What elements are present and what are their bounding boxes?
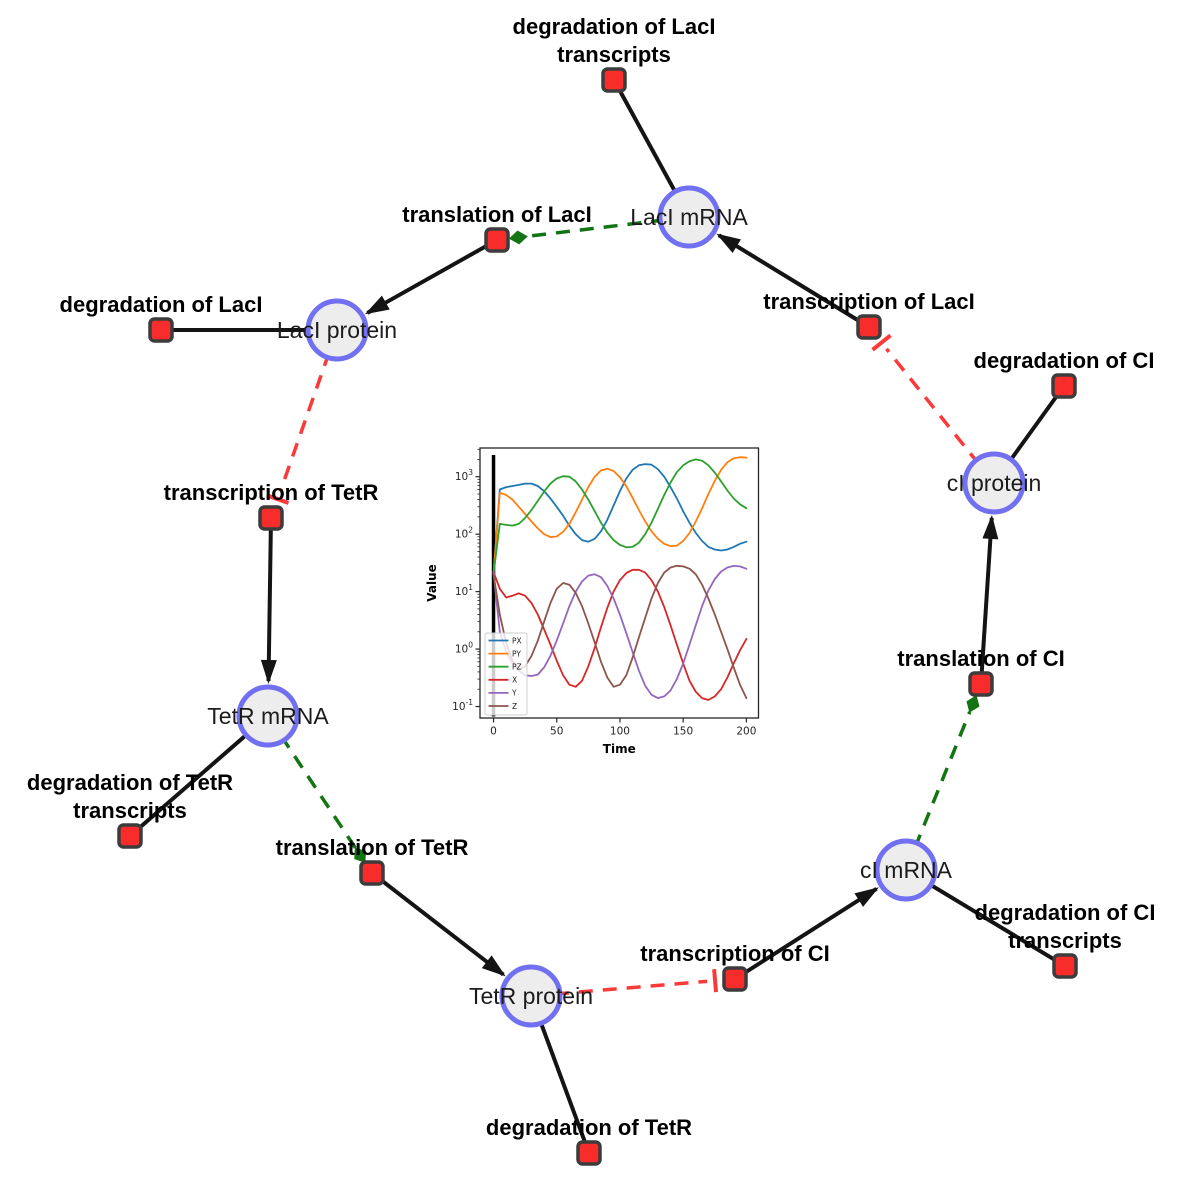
- labels-layer: degradation of LacI transcripts translatio…: [27, 14, 1156, 1140]
- edge-production-transl_ci-to-ci_protein: [979, 517, 994, 685]
- reaction-label-deg_laci_tx: degradation of LacI: [513, 14, 716, 39]
- species-label-laci_mrna: LacI mRNA: [630, 204, 748, 230]
- inhibitor-bar-ci_protein-to-transc_laci: [871, 333, 892, 352]
- nodes-layer: [117, 67, 1078, 1166]
- species-node-tetr_mrna: [236, 684, 300, 748]
- reaction-label-transc_laci: transcription of LacI: [763, 289, 974, 314]
- y-axis-tick-label: 101: [455, 583, 473, 598]
- arrowhead-transc_laci-to-laci_mrna: [716, 233, 741, 254]
- reaction-label-transl_tetr: translation of TetR: [276, 835, 469, 860]
- reaction-node-transl_tetr: [359, 860, 385, 886]
- modifier-arrowhead-ci_mrna-to-transl_ci: [966, 695, 980, 713]
- series-line-px: [492, 463, 748, 576]
- edge-production-transl_tetr-to-tetr_protein: [370, 871, 505, 977]
- reaction-node-transl_laci: [484, 227, 510, 253]
- x-axis-tick-label: 200: [736, 726, 756, 738]
- reaction-label-transc_tetr: transcription of TetR: [164, 480, 379, 505]
- reaction-node-transl_ci: [968, 671, 994, 697]
- edge-production-transl_laci-to-laci_protein: [366, 238, 498, 315]
- y-axis-tick-label: 10-1: [452, 698, 473, 713]
- x-axis-tick-label: 150: [673, 726, 693, 738]
- species-node-tetr_protein: [499, 964, 563, 1028]
- species-label-ci_protein: cI protein: [947, 470, 1042, 496]
- modifier-arrowhead-laci_mrna-to-transl_laci: [508, 230, 528, 245]
- arrowhead-transl_tetr-to-tetr_protein: [481, 955, 506, 977]
- x-axis-tick-label: 100: [610, 726, 630, 738]
- legend-label-py: PY: [512, 649, 521, 658]
- modifier-arrowhead-tetr_mrna-to-transl_tetr: [354, 847, 366, 863]
- edge-production-transc_ci-to-ci_mrna: [733, 887, 878, 981]
- reaction-label-transl_ci: translation of CI: [897, 646, 1064, 671]
- arrowhead-transc_ci-to-ci_mrna: [854, 887, 880, 907]
- reaction-node-deg_tetr_tx: [117, 823, 143, 849]
- species-label-tetr_mrna: TetR mRNA: [207, 703, 329, 729]
- x-axis-tick-label: 50: [550, 726, 563, 738]
- y-axis-tick-label: 102: [455, 526, 473, 541]
- edge-production-transc_tetr-to-tetr_mrna: [266, 517, 273, 682]
- reaction-label-deg_ci_tx: transcripts: [1008, 928, 1122, 953]
- reaction-node-deg_ci: [1051, 373, 1077, 399]
- inhibitor-bar-laci_protein-to-transc_tetr: [266, 493, 290, 505]
- reaction-label-deg_tetr_tx: degradation of TetR: [27, 770, 233, 795]
- reaction-node-deg_tetr: [576, 1140, 602, 1166]
- reaction-node-transc_ci: [722, 966, 748, 992]
- reaction-node-transc_laci: [856, 314, 882, 340]
- arrowhead-transl_laci-to-laci_protein: [364, 295, 390, 315]
- species-node-ci_mrna: [874, 838, 938, 902]
- legend-label-px: PX: [512, 636, 522, 645]
- series-line-y: [492, 565, 748, 699]
- x-axis-title: Time: [603, 742, 636, 756]
- inhibitor-bar-tetr_protein-to-transc_ci: [712, 969, 719, 993]
- y-axis-tick-label: 100: [455, 641, 473, 656]
- reaction-label-deg_tetr_tx: transcripts: [73, 798, 187, 823]
- reaction-label-deg_ci: degradation of CI: [974, 348, 1155, 373]
- species-node-laci_mrna: [657, 185, 721, 249]
- series-line-py: [492, 456, 748, 576]
- y-axis-title: Value: [425, 564, 439, 602]
- reaction-label-deg_laci: degradation of LacI: [60, 292, 263, 317]
- species-label-ci_mrna: cI mRNA: [860, 857, 953, 883]
- legend-label-pz: PZ: [512, 663, 522, 672]
- species-node-ci_protein: [962, 451, 1026, 515]
- inset-plot: 103 102 101 100 10-1 0 50 100 150 200 Time Value PX P…: [425, 447, 760, 756]
- arrowhead-transc_tetr-to-tetr_mrna: [260, 659, 277, 685]
- species-node-laci_protein: [305, 298, 369, 362]
- reaction-node-transc_tetr: [258, 505, 284, 531]
- x-axis-tick-label: 0: [490, 726, 497, 738]
- legend-label-x: X: [512, 676, 517, 685]
- reaction-label-deg_ci_tx: degradation of CI: [975, 900, 1156, 925]
- series-line-z: [492, 564, 748, 699]
- reaction-label-deg_tetr: degradation of TetR: [486, 1115, 692, 1140]
- reaction-label-transl_laci: translation of LacI: [402, 202, 591, 227]
- species-label-tetr_protein: TetR protein: [469, 983, 593, 1009]
- reaction-label-deg_laci_tx: transcripts: [557, 42, 671, 67]
- edge-production-transc_laci-to-laci_mrna: [717, 233, 871, 329]
- y-axis-tick-label: 103: [455, 468, 473, 483]
- series-line-pz: [492, 458, 748, 576]
- series-line-x: [492, 568, 748, 701]
- reaction-label-transc_ci: transcription of CI: [640, 941, 829, 966]
- species-label-laci_protein: LacI protein: [277, 317, 397, 343]
- arrowhead-transl_ci-to-ci_protein: [982, 514, 999, 540]
- legend-label-z: Z: [512, 702, 517, 711]
- reaction-node-deg_laci: [148, 317, 174, 343]
- legend-label-y: Y: [511, 689, 517, 698]
- reaction-node-deg_laci_tx: [601, 67, 627, 93]
- reaction-node-deg_ci_tx: [1052, 953, 1078, 979]
